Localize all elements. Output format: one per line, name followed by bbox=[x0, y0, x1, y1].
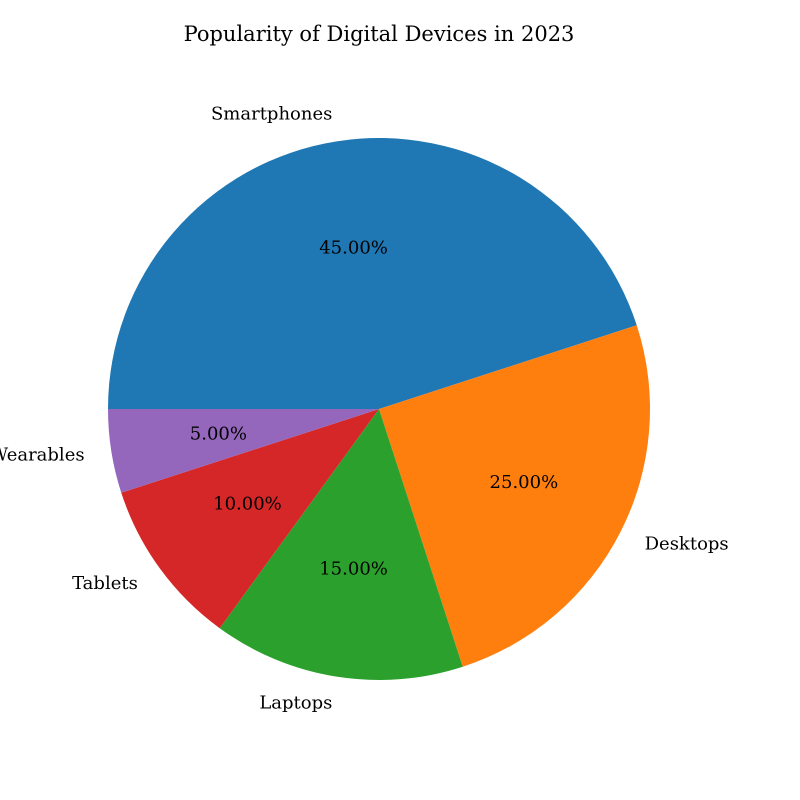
pie-labels: Smartphones 45.00% Desktops 25.00% Laptops 15… bbox=[0, 104, 729, 714]
slice-label-laptops: Laptops bbox=[259, 692, 332, 713]
pie-slices bbox=[108, 137, 651, 681]
slice-label-smartphones: Smartphones bbox=[211, 104, 332, 125]
slice-percent-smartphones: 45.00% bbox=[319, 237, 388, 258]
slice-label-wearables: Wearables bbox=[0, 445, 85, 466]
pie-slice-tablets bbox=[121, 409, 379, 629]
slice-percent-wearables: 5.00% bbox=[190, 423, 247, 444]
pie-slice-smartphones bbox=[108, 137, 637, 409]
slice-percent-desktops: 25.00% bbox=[490, 472, 559, 493]
chart-title: Popularity of Digital Devices in 2023 bbox=[184, 22, 575, 46]
pie-slice-laptops bbox=[219, 409, 463, 681]
pie-slice-wearables bbox=[108, 409, 379, 493]
slice-percent-tablets: 10.00% bbox=[213, 494, 282, 515]
slice-label-tablets: Tablets bbox=[72, 573, 138, 594]
slice-percent-laptops: 15.00% bbox=[319, 559, 388, 580]
slice-label-desktops: Desktops bbox=[645, 533, 729, 554]
pie-slice-desktops bbox=[379, 325, 651, 667]
